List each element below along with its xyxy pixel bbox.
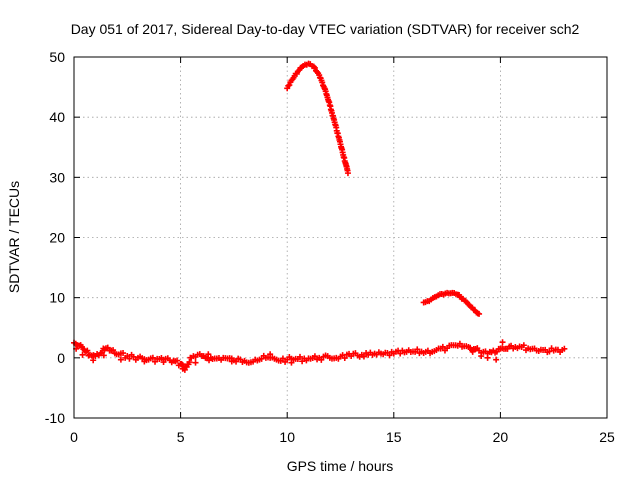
data-point <box>179 362 186 369</box>
axis-ticks: 0 5 10 15 20 25 -10 0 10 20 30 40 50 <box>45 49 615 445</box>
data-point <box>344 170 351 177</box>
data-point <box>484 354 491 361</box>
data-point <box>439 343 446 350</box>
data-points <box>71 60 568 373</box>
x-tick-label: 15 <box>386 429 402 445</box>
data-point <box>469 348 476 355</box>
data-point <box>174 357 181 364</box>
data-point <box>476 310 483 317</box>
y-tick-label: 30 <box>49 169 65 185</box>
data-point <box>160 359 167 366</box>
data-point <box>288 359 295 366</box>
data-point <box>311 64 318 71</box>
data-point <box>561 345 568 352</box>
data-point <box>126 355 133 362</box>
data-point <box>520 342 527 349</box>
y-tick-label: 20 <box>49 230 65 246</box>
data-point <box>296 353 303 360</box>
x-axis-label: GPS time / hours <box>287 458 394 474</box>
data-point <box>79 351 86 358</box>
data-point <box>414 346 421 353</box>
data-point <box>84 347 91 354</box>
data-point <box>178 361 185 368</box>
y-tick-label: 0 <box>57 350 65 366</box>
y-tick-label: 50 <box>49 49 65 65</box>
y-axis-label: SDTVAR / TECUs <box>6 181 22 293</box>
data-point <box>311 353 318 360</box>
data-point <box>360 353 367 360</box>
x-tick-label: 0 <box>70 429 78 445</box>
data-point <box>286 82 293 89</box>
data-point <box>493 356 500 363</box>
data-point <box>318 356 325 363</box>
y-tick-label: 40 <box>49 109 65 125</box>
y-tick-label: 10 <box>49 290 65 306</box>
data-point <box>149 354 156 361</box>
chart-title: Day 051 of 2017, Sidereal Day-to-day VTE… <box>71 21 580 37</box>
data-point <box>141 358 148 365</box>
y-tick-label: -10 <box>45 410 65 426</box>
data-point <box>205 351 212 358</box>
data-point <box>386 352 393 359</box>
data-point <box>279 355 286 362</box>
data-point <box>341 355 348 362</box>
data-point <box>192 359 199 366</box>
x-tick-label: 20 <box>493 429 509 445</box>
data-point <box>478 353 485 360</box>
x-tick-label: 10 <box>279 429 295 445</box>
grid-lines <box>74 57 607 418</box>
data-point <box>228 358 235 365</box>
data-point <box>186 359 193 366</box>
x-tick-label: 25 <box>599 429 615 445</box>
data-point <box>110 347 117 354</box>
data-point <box>546 348 553 355</box>
data-point <box>499 339 506 346</box>
data-point <box>258 355 265 362</box>
data-point <box>120 350 127 357</box>
data-point <box>117 356 124 363</box>
x-tick-label: 5 <box>177 429 185 445</box>
data-point <box>267 351 274 358</box>
data-point <box>100 352 107 359</box>
data-point <box>456 340 463 347</box>
data-point <box>90 357 97 364</box>
